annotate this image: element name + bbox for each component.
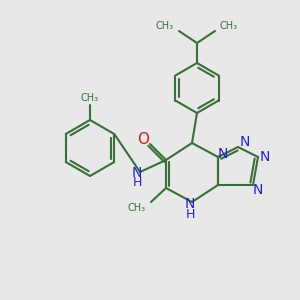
Text: N: N <box>253 183 263 197</box>
Text: O: O <box>137 133 149 148</box>
Text: N: N <box>132 166 142 180</box>
Text: H: H <box>132 176 142 188</box>
Text: N: N <box>240 135 250 149</box>
Text: CH₃: CH₃ <box>81 93 99 103</box>
Text: CH₃: CH₃ <box>156 21 174 31</box>
Text: N: N <box>260 150 270 164</box>
Text: CH₃: CH₃ <box>220 21 238 31</box>
Text: N: N <box>218 147 228 161</box>
Text: H: H <box>185 208 195 220</box>
Text: N: N <box>185 197 195 211</box>
Text: CH₃: CH₃ <box>128 203 146 213</box>
